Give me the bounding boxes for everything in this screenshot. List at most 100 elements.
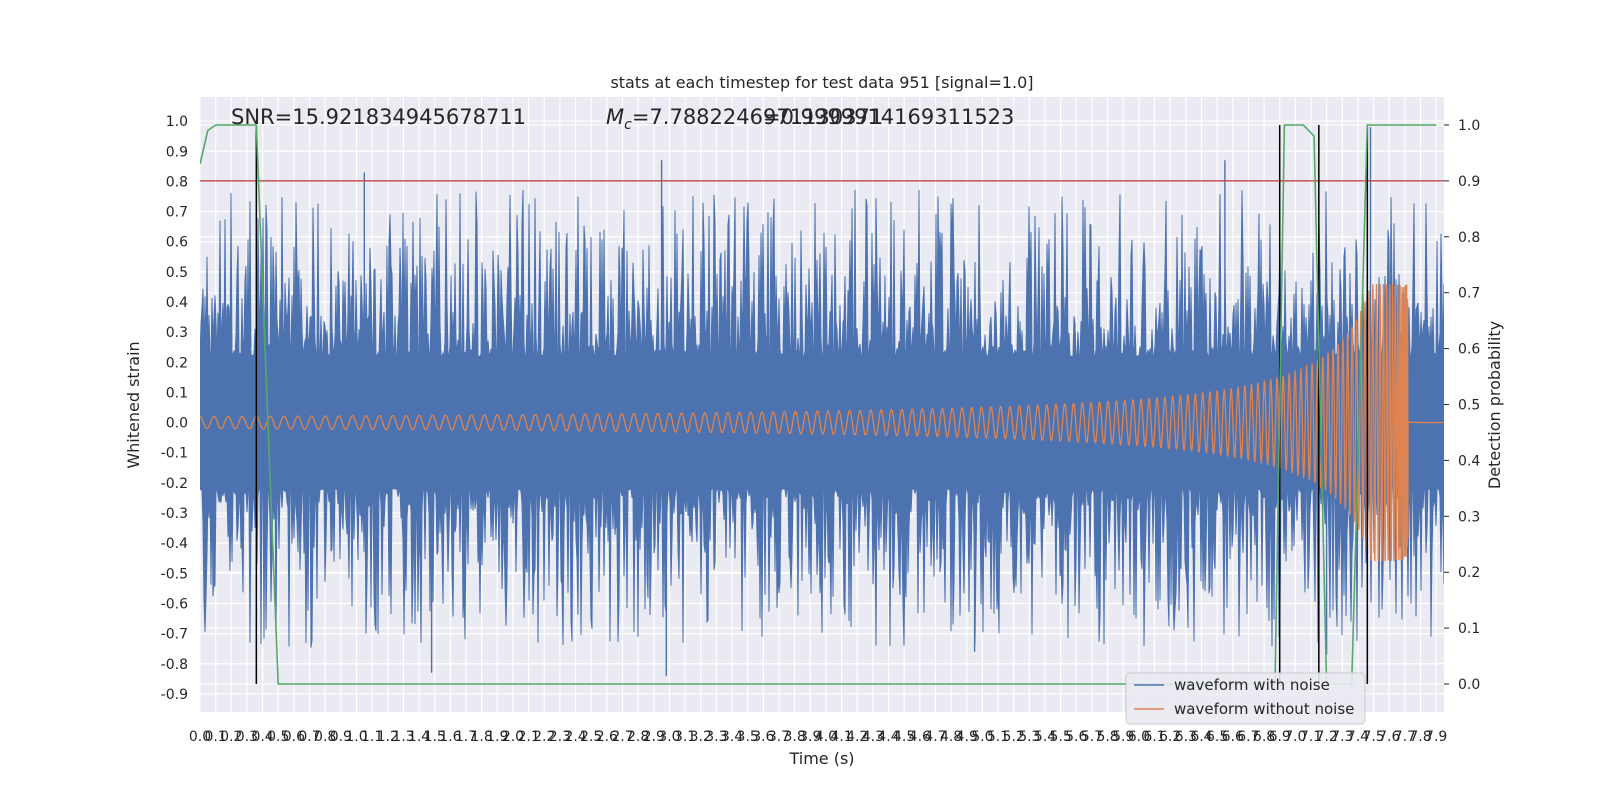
overlap-annotation: =0.9999914169311523 [763,105,1014,129]
y2-tick-label: 0.5 [1458,398,1480,414]
x-tick-label: 6.4 [1190,729,1212,745]
x-tick-label: 7.7 [1394,729,1416,745]
y-tick-label: -0.3 [161,506,188,522]
x-tick-label: 4.5 [893,729,915,745]
x-tick-label: 3.5 [737,729,759,745]
x-tick-label: 6.1 [1143,729,1165,745]
x-tick-label: 2.6 [596,729,618,745]
x-tick-label: 2.8 [627,729,649,745]
x-tick-label: 4.2 [846,729,868,745]
x-tick-label: 5.1 [987,729,1009,745]
y2-tick-label: 0.3 [1458,509,1480,525]
x-tick-label: 4.4 [877,729,899,745]
x-tick-label: 0.1 [205,729,227,745]
x-tick-label: 3.4 [721,729,743,745]
legend-label-clean: waveform without noise [1174,700,1354,718]
y2-tick-label: 0.0 [1458,677,1480,693]
y2-tick-label: 0.9 [1458,174,1480,190]
legend-box [1125,672,1366,725]
x-tick-label: 6.3 [1175,729,1197,745]
y-tick-label: 0.8 [166,174,188,190]
x-tick-label: 7.2 [1316,729,1338,745]
y-tick-label: 0.7 [166,205,188,221]
x-tick-label: 4.3 [862,729,884,745]
x-tick-labels: 0.00.10.20.30.40.50.60.70.80.91.01.11.21… [189,729,1447,745]
x-tick-label: 2.5 [580,729,602,745]
x-tick-label: 0.6 [283,729,305,745]
x-tick-label: 6.6 [1222,729,1244,745]
x-tick-label: 3.7 [768,729,790,745]
x-tick-label: 0.4 [251,729,273,745]
y-axis-label: Whitened strain [124,341,143,468]
x-tick-label: 6.0 [1128,729,1150,745]
x-tick-label: 5.5 [1049,729,1071,745]
chart-title: stats at each timestep for test data 951… [610,73,1033,92]
x-tick-label: 6.9 [1269,729,1291,745]
x-tick-label: 5.9 [1112,729,1134,745]
x-axis-label: Time (s) [788,749,854,768]
y-tick-label: -0.8 [161,657,188,673]
x-tick-label: 4.7 [924,729,946,745]
x-tick-label: 0.0 [189,729,211,745]
legend: waveform with noise waveform without noi… [1125,672,1366,725]
x-tick-label: 6.5 [1206,729,1228,745]
x-tick-label: 4.8 [940,729,962,745]
x-tick-label: 1.4 [408,729,430,745]
x-tick-label: 3.3 [705,729,727,745]
y-tick-label: -0.1 [161,446,188,462]
y2-tick-label: 0.6 [1458,342,1480,358]
x-tick-label: 7.0 [1284,729,1306,745]
x-tick-label: 3.2 [690,729,712,745]
x-tick-label: 6.2 [1159,729,1181,745]
y2-axis-label: Detection probability [1485,321,1504,489]
x-tick-label: 4.1 [830,729,852,745]
x-tick-label: 0.7 [298,729,320,745]
x-tick-label: 1.2 [377,729,399,745]
x-tick-label: 4.0 [815,729,837,745]
y-tick-label: 0.0 [166,416,188,432]
y-tick-label: -0.9 [161,687,188,703]
x-tick-label: 5.0 [971,729,993,745]
x-tick-label: 3.6 [752,729,774,745]
y-tick-label: 0.3 [166,325,188,341]
y2-tick-labels: 0.0 0.1 0.2 0.3 0.4 0.5 0.6 0.7 0.8 0.9 1.0 [1458,118,1480,693]
x-tick-label: 6.7 [1237,729,1259,745]
snr-annotation: SNR=15.921834945678711 [231,105,526,129]
y2-tick-label: 1.0 [1458,118,1480,134]
y-tick-label: 0.4 [166,295,188,311]
x-tick-label: 1.3 [392,729,414,745]
x-tick-label: 1.9 [486,729,508,745]
x-tick-label: 0.8 [314,729,336,745]
y-tick-label: -0.2 [161,476,188,492]
x-tick-label: 7.3 [1331,729,1353,745]
x-tick-label: 2.7 [611,729,633,745]
y2-tick-label: 0.1 [1458,621,1480,637]
x-tick-label: 7.5 [1362,729,1384,745]
y-tick-label: 0.9 [166,144,188,160]
y-tick-label: -0.4 [161,536,188,552]
y2-tick-label: 0.2 [1458,565,1480,581]
x-tick-label: 5.3 [1018,729,1040,745]
y-tick-label: -0.5 [161,566,188,582]
y-tick-label: -0.7 [161,627,188,643]
x-tick-label: 1.8 [471,729,493,745]
x-tick-label: 2.3 [549,729,571,745]
x-tick-label: 4.9 [956,729,978,745]
x-tick-label: 3.1 [674,729,696,745]
y-tick-label: 0.1 [166,385,188,401]
x-tick-label: 7.1 [1300,729,1322,745]
waveform-with-noise-spikes [363,127,1372,676]
x-tick-label: 5.8 [1096,729,1118,745]
y-tick-label: 0.2 [166,355,188,371]
x-tick-label: 0.2 [220,729,242,745]
y2-tick-label: 0.7 [1458,286,1480,302]
x-tick-label: 1.7 [455,729,477,745]
x-tick-label: 7.8 [1409,729,1431,745]
x-tick-label: 6.8 [1253,729,1275,745]
x-tick-label: 2.2 [533,729,555,745]
y2-tick-label: 0.4 [1458,453,1480,469]
x-tick-label: 0.3 [236,729,258,745]
x-tick-label: 3.0 [658,729,680,745]
